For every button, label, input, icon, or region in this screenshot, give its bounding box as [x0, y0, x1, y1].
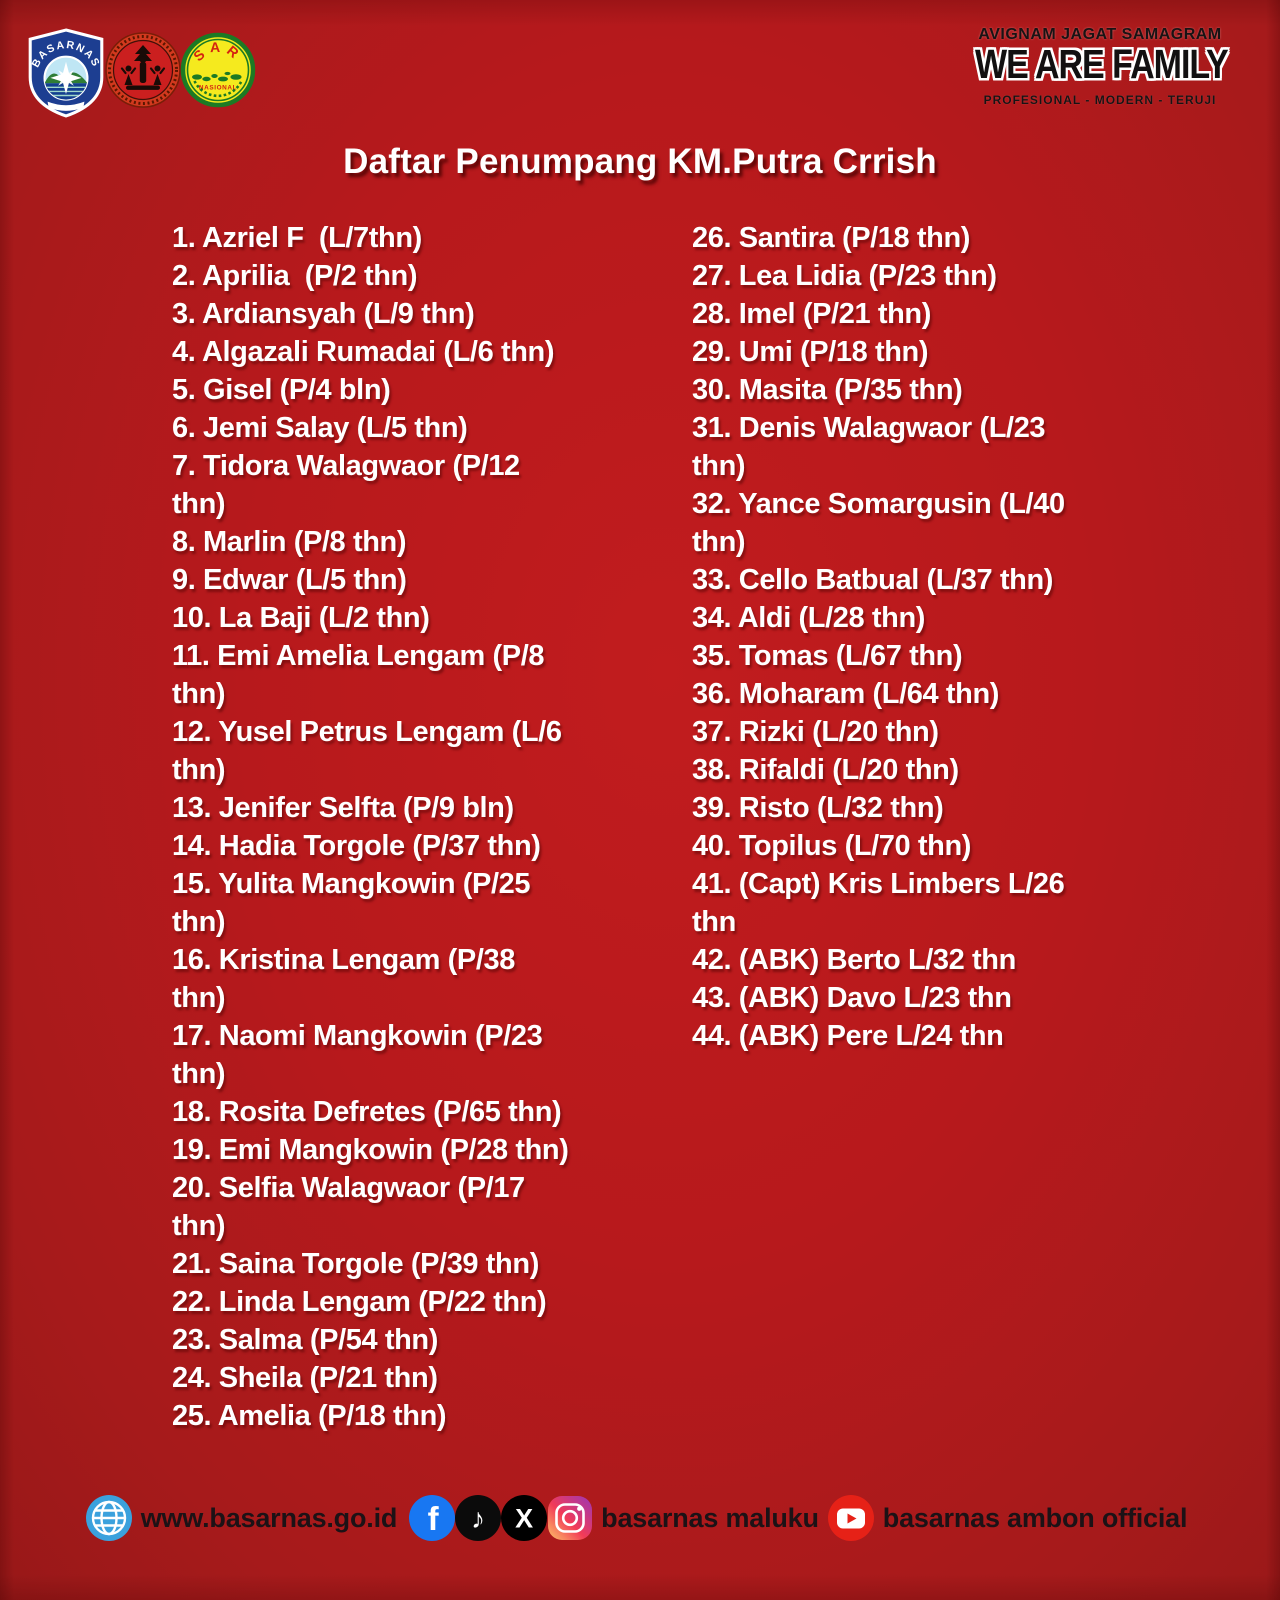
- passenger-entry: 19. Emi Mangkowin (P/28 thn): [172, 1134, 569, 1166]
- x-icon: X: [501, 1495, 548, 1541]
- passenger-entry: 21. Saina Torgole (P/39 thn): [172, 1248, 539, 1280]
- page-title: Daftar Penumpang KM.Putra Crrish: [343, 142, 937, 181]
- sar-nasional-logo-icon: SAR NASIONAL: [180, 32, 256, 108]
- passenger-entry: 27. Lea Lidia (P/23 thn): [692, 260, 997, 292]
- passenger-entry: 40. Topilus (L/70 thn): [692, 830, 972, 862]
- basarnas-red-emblem-logo-icon: [105, 32, 181, 108]
- passenger-entry: 24. Sheila (P/21 thn): [172, 1362, 438, 1394]
- tiktok-icon: ♪: [455, 1495, 502, 1541]
- passenger-entry: 37. Rizki (L/20 thn): [692, 716, 939, 748]
- passenger-entry: 11. Emi Amelia Lengam (P/8 thn): [172, 640, 545, 710]
- youtube-icon: [827, 1495, 874, 1541]
- footer-bar: www.basarnas.go.id f ♪ X: [0, 1494, 1280, 1542]
- passenger-entry: 10. La Baji (L/2 thn): [172, 602, 430, 634]
- passenger-entry: 7. Tidora Walagwaor (P/12 thn): [172, 450, 520, 520]
- passenger-entry: 31. Denis Walagwaor (L/23 thn): [692, 412, 1046, 482]
- motto-line2: WE ARE FAMILY: [975, 42, 1229, 88]
- passenger-entry: 15. Yulita Mangkowin (P/25 thn): [172, 868, 531, 938]
- passenger-entry: 5. Gisel (P/4 bln): [172, 374, 391, 406]
- passenger-entry: 4. Algazali Rumadai (L/6 thn): [172, 336, 555, 368]
- passenger-column-left: 1. Azriel F (L/7thn) 2. Aprilia (P/2 thn)…: [172, 219, 692, 1435]
- passenger-entry: 28. Imel (P/21 thn): [692, 298, 931, 330]
- instagram-icon: [548, 1496, 593, 1540]
- passenger-entry: 13. Jenifer Selfta (P/9 bln): [172, 792, 514, 824]
- footer-youtube-handle: basarnas ambon official: [882, 1502, 1188, 1533]
- footer-instagram-handle: basarnas maluku: [601, 1502, 819, 1533]
- passenger-entry: 9. Edwar (L/5 thn): [172, 564, 407, 596]
- motto-line1: AVIGNAM JAGAT SAMAGRAM: [978, 26, 1222, 43]
- basarnas-shield-logo-icon: BASARNAS: [28, 28, 104, 118]
- passenger-entry: 33. Cello Batbual (L/37 thn): [692, 564, 1054, 596]
- passenger-entry: 14. Hadia Torgole (P/37 thn): [172, 830, 541, 862]
- header-motto: AVIGNAM JAGAT SAMAGRAM WE ARE FAMILY PRO…: [975, 26, 1229, 107]
- passenger-entry: 6. Jemi Salay (L/5 thn): [172, 412, 468, 444]
- facebook-icon: f: [409, 1495, 456, 1541]
- passenger-entry: 8. Marlin (P/8 thn): [172, 526, 407, 558]
- passenger-entry: 39. Risto (L/32 thn): [692, 792, 944, 824]
- header-logos: BASARNAS: [26, 28, 256, 118]
- passenger-entry: 3. Ardiansyah (L/9 thn): [172, 298, 475, 330]
- svg-text:X: X: [515, 1504, 533, 1534]
- svg-text:f: f: [428, 1500, 440, 1537]
- passenger-entry: 20. Selfia Walagwaor (P/17 thn): [172, 1172, 525, 1242]
- passenger-entry: 12. Yusel Petrus Lengam (L/6 thn): [172, 716, 562, 786]
- passenger-entry: 18. Rosita Defretes (P/65 thn): [172, 1096, 562, 1128]
- passenger-entry: 17. Naomi Mangkowin (P/23 thn): [172, 1020, 543, 1090]
- passenger-entry: 25. Amelia (P/18 thn): [172, 1400, 447, 1432]
- passenger-entry: 22. Linda Lengam (P/22 thn): [172, 1286, 547, 1318]
- passenger-entry: 29. Umi (P/18 thn): [692, 336, 929, 368]
- passenger-entry: 16. Kristina Lengam (P/38 thn): [172, 944, 515, 1014]
- globe-icon: [85, 1495, 132, 1541]
- passenger-entry: 26. Santira (P/18 thn): [692, 222, 971, 254]
- passenger-entry: 36. Moharam (L/64 thn): [692, 678, 1000, 710]
- passenger-entry: 44. (ABK) Pere L/24 thn: [692, 1020, 1004, 1052]
- passenger-entry: 43. (ABK) Davo L/23 thn: [692, 982, 1012, 1014]
- passenger-entry: 38. Rifaldi (L/20 thn): [692, 754, 959, 786]
- passenger-entry: 34. Aldi (L/28 thn): [692, 602, 926, 634]
- passenger-entry: 41. (Capt) Kris Limbers L/26 thn: [692, 868, 1065, 938]
- passenger-entry: 35. Tomas (L/67 thn): [692, 640, 963, 672]
- passenger-entry: 30. Masita (P/35 thn): [692, 374, 963, 406]
- footer-website: www.basarnas.go.id: [140, 1502, 398, 1533]
- motto-line3: PROFESIONAL - MODERN - TERUJI: [983, 93, 1217, 107]
- passenger-entry: 2. Aprilia (P/2 thn): [172, 260, 418, 292]
- sar-logo-subtext: NASIONAL: [199, 85, 237, 92]
- passenger-entry: 23. Salma (P/54 thn): [172, 1324, 438, 1356]
- passenger-entry: 1. Azriel F (L/7thn): [172, 222, 422, 254]
- passenger-entry: 42. (ABK) Berto L/32 thn: [692, 944, 1016, 976]
- svg-text:♪: ♪: [471, 1503, 485, 1534]
- passenger-column-right: 26. Santira (P/18 thn) 27. Lea Lidia (P/2…: [692, 219, 1212, 1055]
- passenger-entry: 32. Yance Somargusin (L/40 thn): [692, 488, 1065, 558]
